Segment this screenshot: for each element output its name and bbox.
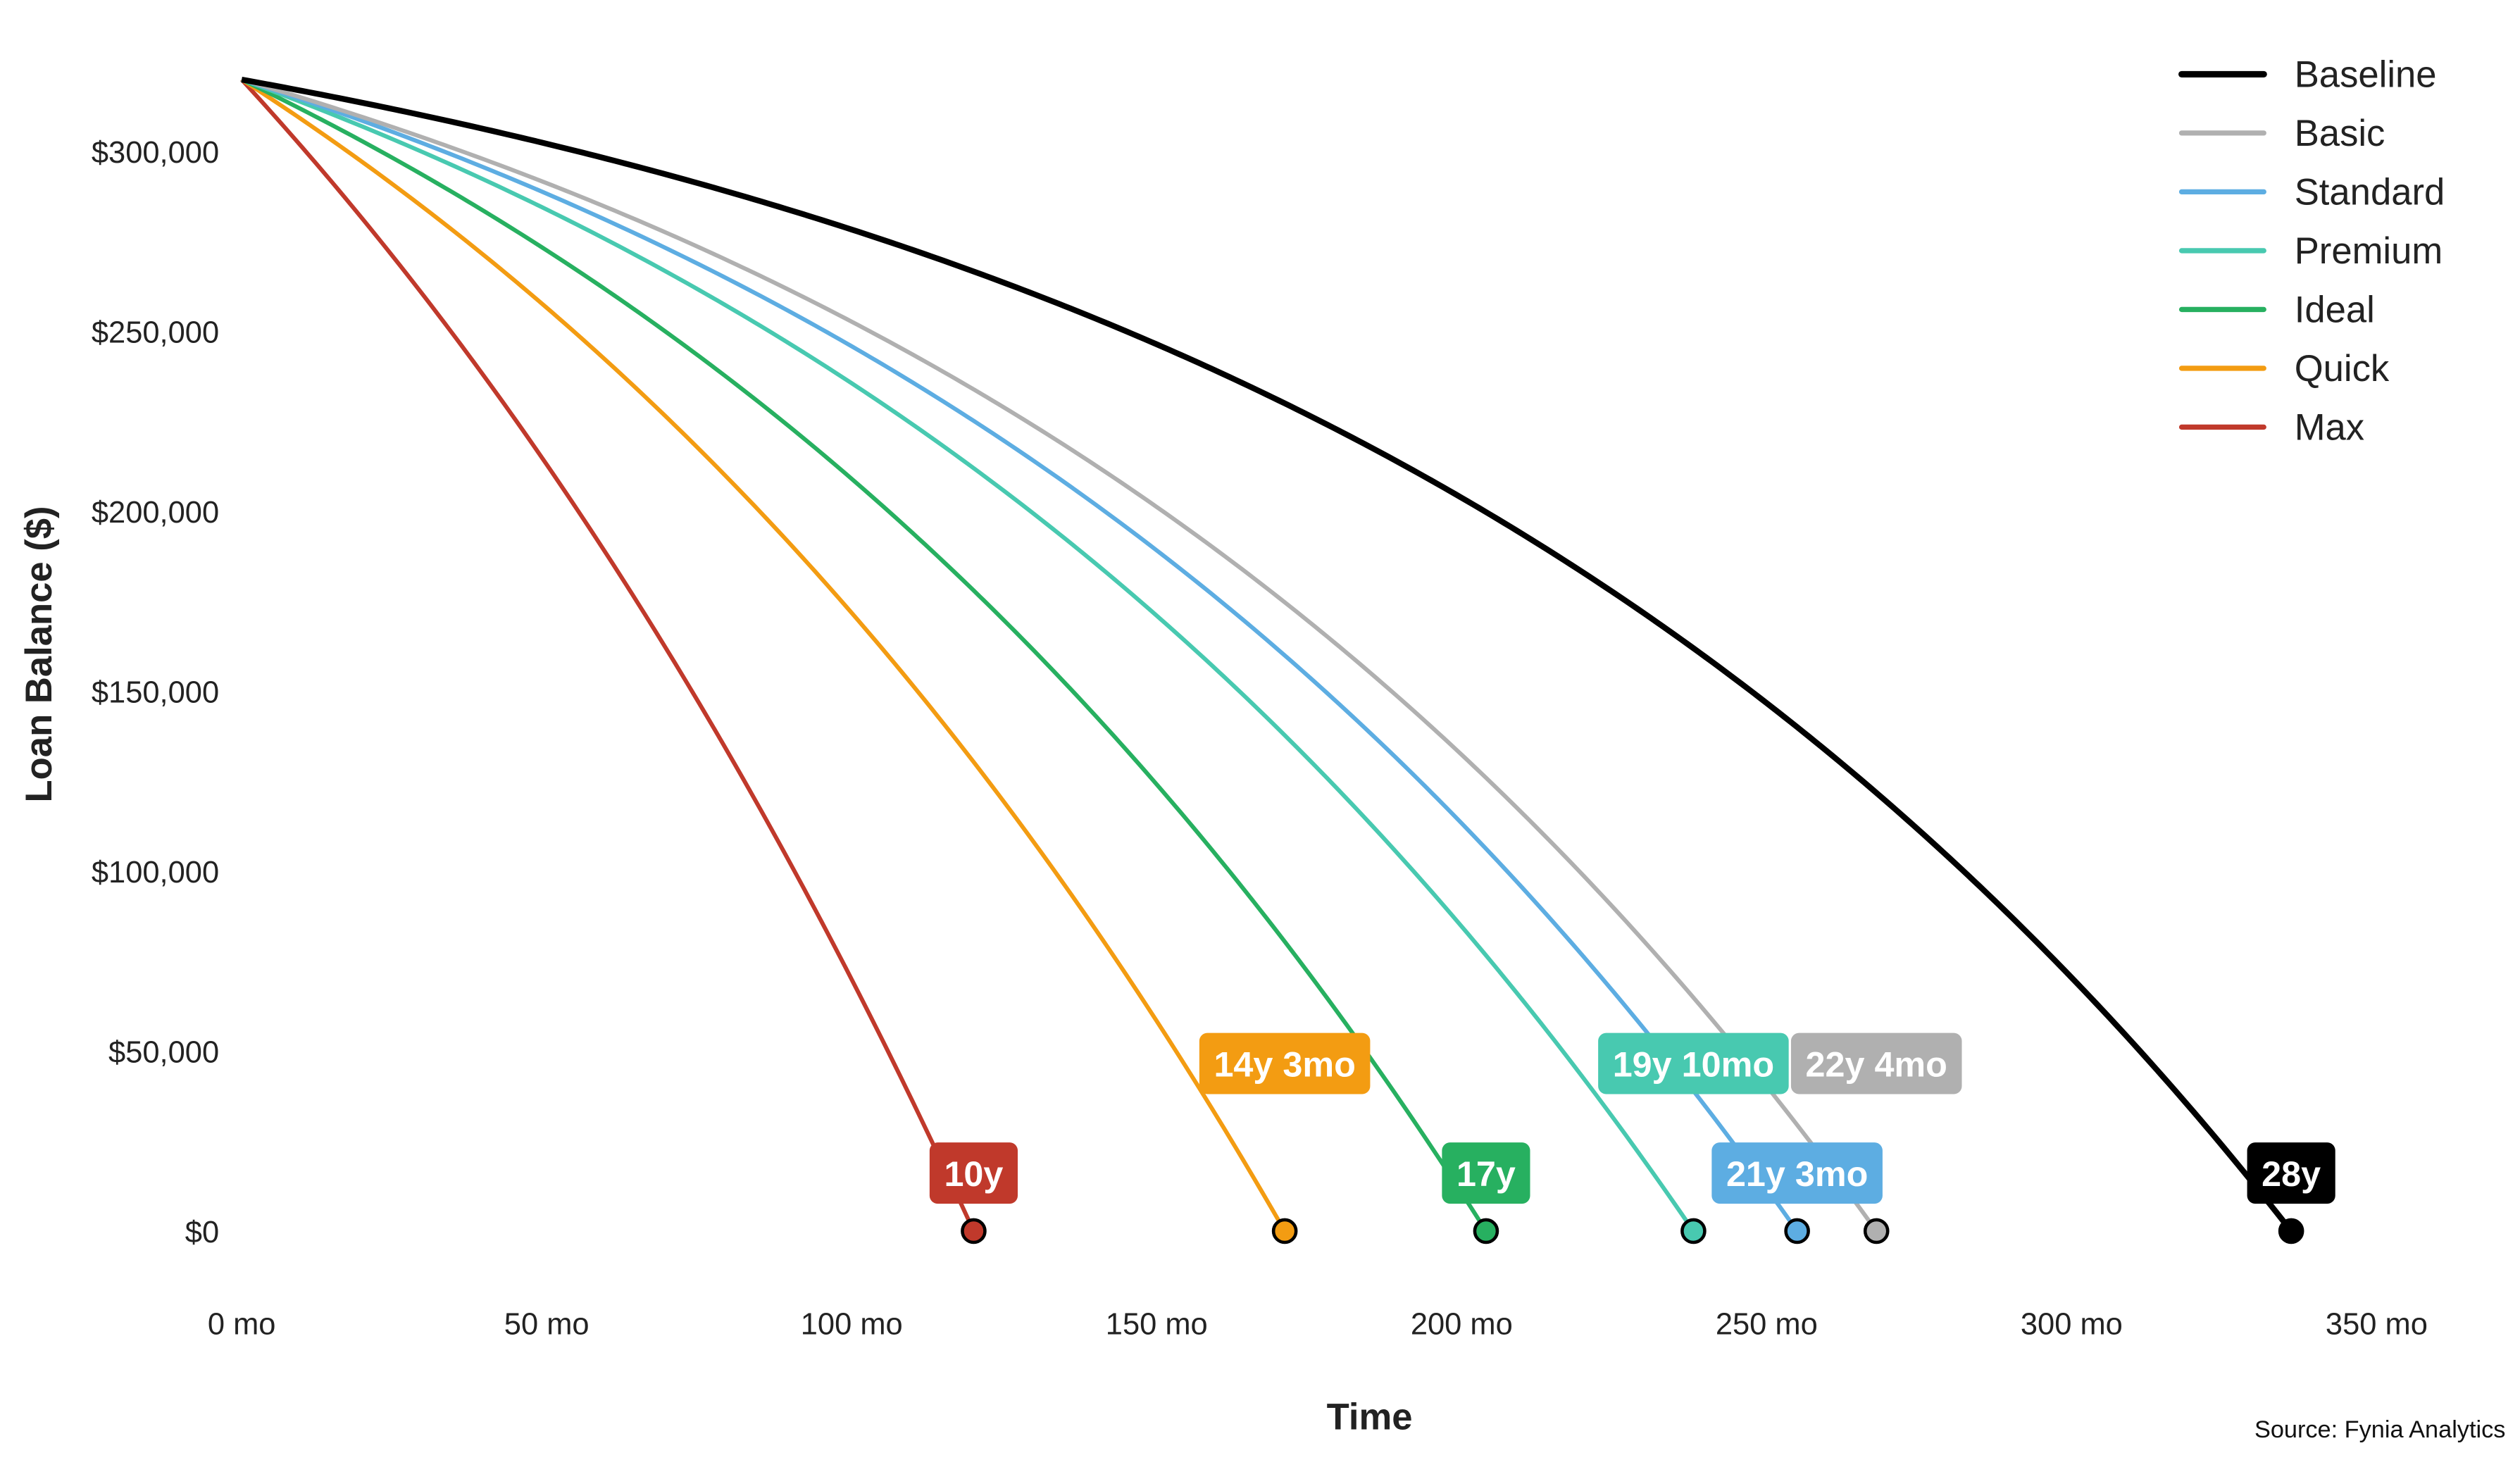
- payoff-label-text: 10y: [944, 1154, 1003, 1194]
- x-tick-label: 50 mo: [504, 1307, 590, 1341]
- payoff-label-quick: 14y 3mo: [1199, 1032, 1371, 1094]
- y-tick-label: $200,000: [92, 496, 219, 530]
- series-line-ideal: [240, 77, 1488, 1233]
- payoff-label-text: 19y 10mo: [1613, 1044, 1774, 1084]
- payoff-label-box: [1199, 1032, 1371, 1094]
- x-tick-label: 100 mo: [801, 1307, 903, 1341]
- payoff-label-box: [1598, 1032, 1789, 1094]
- y-tick-label: $0: [185, 1216, 219, 1249]
- payoff-label-box: [2247, 1142, 2335, 1204]
- payoff-labels: 28y 22y 4mo 21y 3mo 19y 10mo 17y 14y 3mo 10y: [929, 1032, 2335, 1204]
- payoff-label-box: [1711, 1142, 1883, 1204]
- payoff-point-ideal: [1473, 1218, 1499, 1244]
- x-tick-label: 150 mo: [1106, 1307, 1208, 1341]
- payoff-label-box: [1442, 1142, 1530, 1204]
- x-axis-ticks: 0 mo 50 mo 100 mo 150 mo 200 mo 250 mo 300 mo 3…: [208, 1307, 2428, 1341]
- payoff-label-text: 14y 3mo: [1214, 1044, 1355, 1084]
- legend: Baseline Basic Standard Premium Ideal Quick Ma…: [2178, 54, 2445, 449]
- x-axis-title: Time: [1327, 1396, 1413, 1437]
- legend-label-baseline: Baseline: [2295, 54, 2437, 96]
- legend-label-premium: Premium: [2295, 230, 2443, 272]
- y-axis-ticks: $0 $50,000 $100,000 $150,000 $200,000 $250,00…: [92, 136, 219, 1249]
- x-tick-label: 250 mo: [1716, 1307, 1818, 1341]
- y-tick-label: $100,000: [92, 856, 219, 890]
- payoff-point-quick: [1271, 1218, 1298, 1244]
- x-tick-label: 200 mo: [1411, 1307, 1513, 1341]
- payoff-point-max: [961, 1218, 987, 1244]
- y-axis-title: Loan Balance ($): [18, 506, 60, 802]
- payoff-point-basic: [1863, 1218, 1890, 1244]
- series-line-basic: [241, 77, 1878, 1233]
- payoff-points: [961, 1218, 2304, 1244]
- payoff-label-text: 28y: [2262, 1154, 2321, 1194]
- legend-label-standard: Standard: [2295, 172, 2445, 213]
- y-tick-label: $300,000: [92, 136, 219, 170]
- payoff-label-max: 10y: [929, 1142, 1018, 1204]
- payoff-label-text: 17y: [1457, 1154, 1516, 1194]
- legend-label-ideal: Ideal: [2295, 289, 2375, 331]
- payoff-label-standard: 21y 3mo: [1711, 1142, 1883, 1204]
- payoff-point-baseline: [2278, 1218, 2304, 1244]
- payoff-label-text: 22y 4mo: [1806, 1044, 1947, 1084]
- series-line-premium: [241, 77, 1695, 1233]
- legend-label-basic: Basic: [2295, 113, 2385, 154]
- series-line-quick: [240, 77, 1287, 1233]
- payoff-label-text: 21y 3mo: [1726, 1154, 1868, 1194]
- payoff-label-box: [1790, 1032, 1962, 1094]
- payoff-label-ideal: 17y: [1442, 1142, 1530, 1204]
- payoff-label-premium: 19y 10mo: [1598, 1032, 1789, 1094]
- series-line-baseline: [241, 76, 2294, 1233]
- payoff-point-premium: [1680, 1218, 1707, 1244]
- legend-label-max: Max: [2295, 407, 2364, 449]
- series-lines: [239, 76, 2294, 1233]
- source-note: Source: Fynia Analytics: [2254, 1416, 2505, 1443]
- x-tick-label: 0 mo: [208, 1307, 276, 1341]
- payoff-label-basic: 22y 4mo: [1790, 1032, 1962, 1094]
- series-line-max: [239, 78, 976, 1233]
- y-tick-label: $50,000: [108, 1036, 219, 1070]
- payoff-point-standard: [1784, 1218, 1810, 1244]
- payoff-label-box: [929, 1142, 1018, 1204]
- payoff-label-baseline: 28y: [2247, 1142, 2335, 1204]
- y-tick-label: $150,000: [92, 676, 219, 710]
- x-tick-label: 300 mo: [2021, 1307, 2123, 1341]
- legend-label-quick: Quick: [2295, 348, 2390, 389]
- y-tick-label: $250,000: [92, 316, 219, 350]
- x-tick-label: 350 mo: [2326, 1307, 2428, 1341]
- series-line-standard: [241, 77, 1799, 1233]
